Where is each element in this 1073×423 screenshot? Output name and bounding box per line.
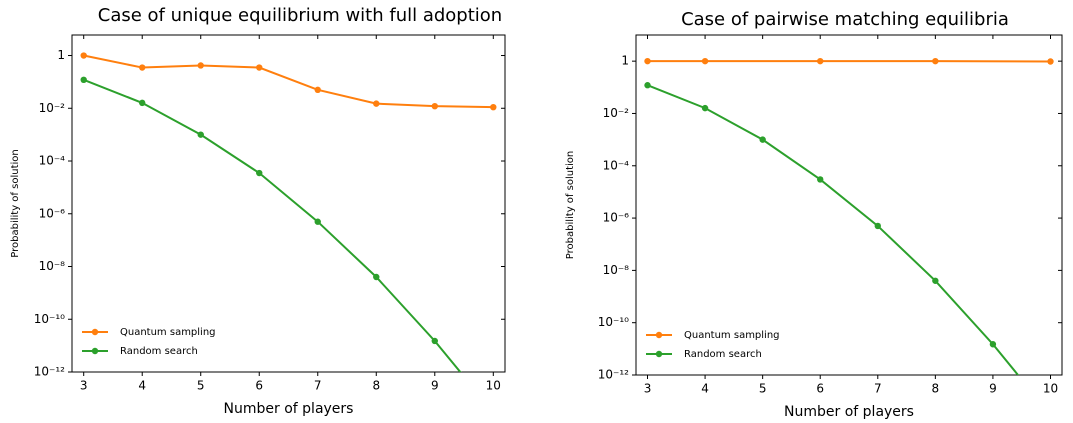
y-tick-label: 10⁻⁸ <box>603 263 630 277</box>
legend-marker <box>655 350 663 358</box>
point <box>431 102 438 110</box>
x-axis-label: Number of players <box>224 401 354 417</box>
point <box>139 99 146 107</box>
point <box>701 104 709 112</box>
x-tick-label: 10 <box>1043 382 1058 396</box>
y-tick-label: 10⁻² <box>603 106 630 120</box>
point <box>817 57 824 65</box>
x-tick-label: 7 <box>314 379 322 393</box>
series-line <box>83 78 462 372</box>
x-tick-label: 5 <box>197 379 205 393</box>
x-tick-label: 9 <box>989 382 997 396</box>
point <box>314 218 321 225</box>
x-tick-label: 3 <box>80 379 88 393</box>
x-tick-label: 8 <box>932 382 940 396</box>
x-tick-label: 10 <box>486 379 501 393</box>
point <box>256 169 263 177</box>
plot-frame <box>635 34 1063 376</box>
point <box>644 57 651 65</box>
legend-marker <box>91 328 99 336</box>
y-tick-label: 10⁻¹⁰ <box>598 315 629 329</box>
y-tick-label: 10⁻¹² <box>34 365 65 379</box>
legend-label: Quantum sampling <box>684 330 780 341</box>
y-tick-label: 1 <box>57 48 65 62</box>
legend-marker <box>655 331 663 339</box>
point <box>644 82 651 89</box>
x-tick-label: 4 <box>138 379 146 393</box>
point <box>431 337 438 345</box>
x-tick-label: 6 <box>816 382 824 396</box>
x-tick-label: 8 <box>372 379 380 393</box>
x-tick-label: 7 <box>874 382 882 396</box>
point <box>932 277 939 284</box>
x-tick-label: 3 <box>644 382 652 396</box>
plot-area <box>80 52 497 415</box>
plot-area <box>644 57 1054 418</box>
point <box>1047 412 1053 418</box>
point <box>80 76 87 84</box>
plot-frame <box>71 34 506 373</box>
y-tick-label: 10⁻¹² <box>598 368 629 382</box>
point <box>314 86 321 94</box>
x-axis-label: Number of players <box>784 404 914 420</box>
y-tick-label: 1 <box>621 54 629 68</box>
chart-title: Case of pairwise matching equilibria <box>681 9 1009 30</box>
x-tick-label: 4 <box>701 382 709 396</box>
legend-marker <box>91 347 99 355</box>
point <box>989 341 997 348</box>
y-tick-label: 10⁻¹⁰ <box>34 312 65 326</box>
series-line <box>83 54 494 109</box>
y-tick-label: 10⁻⁶ <box>603 211 630 225</box>
point <box>197 62 204 69</box>
legend-label: Random search <box>120 346 198 357</box>
point <box>874 222 881 230</box>
legend-label: Random search <box>684 349 762 360</box>
point <box>80 52 87 59</box>
y-axis-label: Probability of solution <box>10 149 21 257</box>
point <box>373 100 380 107</box>
point <box>373 273 380 281</box>
series-line <box>647 84 1020 375</box>
point <box>197 131 204 138</box>
point <box>490 409 496 415</box>
point <box>256 64 263 71</box>
y-tick-label: 10⁻⁴ <box>603 158 630 172</box>
point <box>701 57 709 65</box>
point <box>932 57 939 65</box>
y-axis-label: Probability of solution <box>565 151 576 259</box>
point <box>817 176 824 183</box>
y-tick-label: 10⁻² <box>39 101 66 115</box>
y-tick-label: 10⁻⁶ <box>39 206 66 220</box>
point <box>759 136 766 143</box>
point <box>139 64 146 71</box>
x-tick-label: 6 <box>255 379 263 393</box>
chart-title: Case of unique equilibrium with full ado… <box>98 5 502 26</box>
y-tick-label: 10⁻⁴ <box>39 154 66 168</box>
point <box>490 103 497 111</box>
y-tick-label: 10⁻⁸ <box>39 259 66 273</box>
x-tick-label: 9 <box>431 379 439 393</box>
legend-label: Quantum sampling <box>120 327 216 338</box>
point <box>1047 58 1054 65</box>
x-tick-label: 5 <box>759 382 767 396</box>
